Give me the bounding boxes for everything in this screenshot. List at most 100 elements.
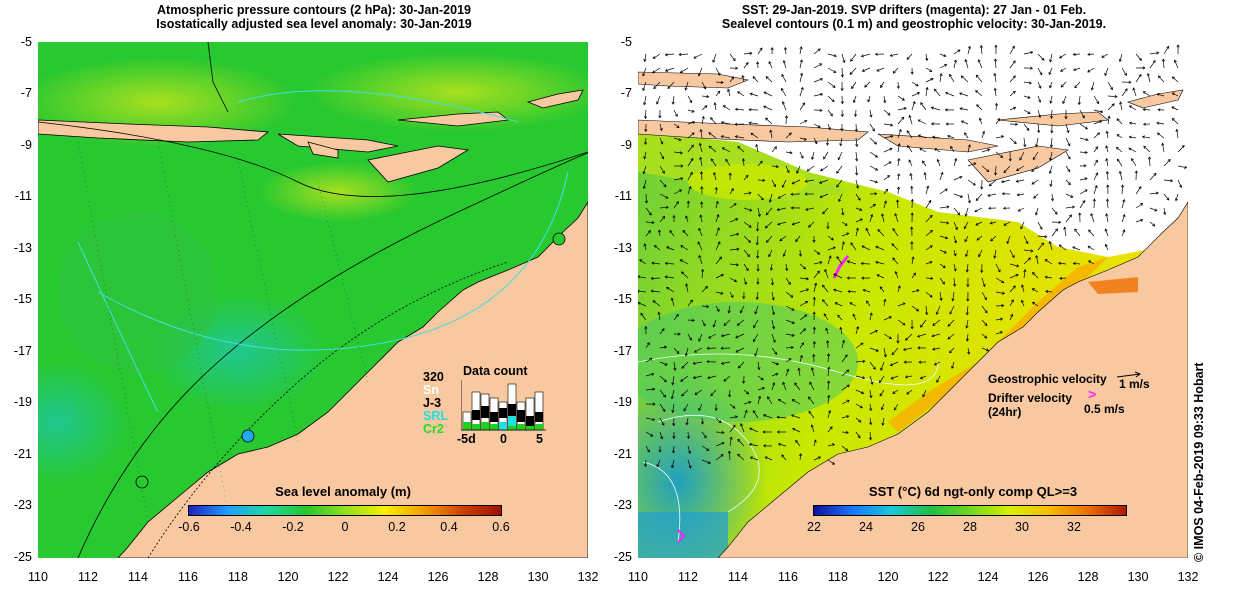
- data-count-max: 320: [423, 370, 444, 384]
- velocity-arrow: [1135, 203, 1143, 209]
- right-ytick-1: -7: [620, 86, 632, 100]
- velocity-arrow: [869, 165, 878, 171]
- velocity-arrowhead: [667, 85, 671, 89]
- velocity-arrow: [855, 375, 865, 379]
- velocity-arrowhead: [1132, 87, 1136, 91]
- velocity-arrowhead: [657, 311, 661, 315]
- velocity-arrow: [855, 218, 863, 223]
- velocity-arrow: [645, 193, 647, 204]
- velocity-arrowhead: [1033, 195, 1037, 199]
- right-cbar-tick-3: 28: [963, 520, 977, 534]
- velocity-arrow: [953, 59, 957, 69]
- velocity-arrowhead: [1099, 120, 1103, 124]
- velocity-arrow: [729, 416, 738, 419]
- velocity-arrow: [883, 347, 887, 357]
- velocity-arrowhead: [913, 272, 916, 276]
- velocity-arrowhead: [893, 407, 897, 411]
- velocity-arrow: [785, 291, 794, 298]
- left-ytick-7: -19: [13, 395, 32, 409]
- velocity-arrow: [981, 305, 988, 313]
- velocity-arrowhead: [1114, 95, 1118, 99]
- velocity-arrowhead: [748, 442, 752, 447]
- velocity-arrow: [659, 151, 664, 159]
- velocity-arrow: [795, 440, 801, 447]
- velocity-arrowhead: [1059, 55, 1063, 59]
- left-ytick-6: -17: [13, 344, 32, 358]
- velocity-arrow: [1065, 193, 1074, 198]
- velocity-arrow: [1121, 67, 1127, 76]
- velocity-arrow: [1073, 262, 1081, 265]
- velocity-arrowhead: [855, 185, 860, 189]
- velocity-arrowhead: [779, 238, 783, 242]
- velocity-arrowhead: [737, 91, 741, 95]
- velocity-arrowhead: [840, 88, 844, 92]
- velocity-arrow: [918, 119, 927, 125]
- velocity-arrow: [939, 263, 946, 268]
- velocity-arrowhead: [889, 147, 893, 151]
- velocity-arrowhead: [734, 122, 738, 126]
- velocity-arrowhead: [730, 188, 734, 192]
- velocity-arrowhead: [1015, 179, 1019, 183]
- velocity-arrow: [995, 263, 1001, 273]
- velocity-arrowhead: [883, 100, 887, 104]
- velocity-arrowhead: [706, 304, 710, 309]
- velocity-arrowhead: [1063, 226, 1067, 230]
- velocity-arrowhead: [781, 184, 785, 188]
- velocity-arrowhead: [1152, 223, 1156, 227]
- velocity-arrow: [701, 95, 709, 98]
- velocity-arrowhead: [915, 83, 919, 87]
- velocity-arrowhead: [895, 199, 900, 203]
- velocity-arrow: [673, 347, 680, 354]
- velocity-arrow: [659, 346, 667, 349]
- velocity-arrowhead: [869, 312, 873, 316]
- velocity-arrowhead: [845, 448, 849, 452]
- velocity-arrowhead: [1030, 50, 1034, 55]
- velocity-arrowhead: [740, 423, 744, 427]
- velocity-arrow: [651, 290, 661, 293]
- velocity-arrow: [967, 179, 976, 186]
- velocity-arrow: [1060, 81, 1067, 88]
- velocity-arrow: [698, 333, 703, 342]
- velocity-arrowhead: [749, 51, 753, 55]
- velocity-arrow: [808, 411, 815, 419]
- velocity-arrow: [1149, 221, 1156, 227]
- velocity-arrow: [735, 347, 745, 353]
- velocity-arrow: [729, 248, 739, 251]
- velocity-arrow: [953, 221, 958, 230]
- velocity-arrow: [910, 173, 913, 181]
- velocity-arrowhead: [763, 105, 767, 109]
- velocity-arrow: [701, 319, 706, 326]
- velocity-arrow: [651, 277, 661, 279]
- velocity-arrowhead: [759, 160, 763, 164]
- velocity-arrow: [981, 319, 988, 326]
- velocity-arrowhead: [644, 129, 648, 133]
- velocity-arrowhead: [1050, 198, 1055, 202]
- velocity-arrowhead: [808, 410, 812, 414]
- velocity-arrowhead: [781, 101, 785, 105]
- velocity-arrowhead: [994, 102, 999, 106]
- velocity-arrow: [925, 185, 929, 195]
- velocity-arrowhead: [658, 449, 662, 453]
- velocity-arrowhead: [727, 450, 732, 454]
- velocity-arrow: [975, 221, 983, 226]
- velocity-arrowhead: [841, 212, 845, 216]
- velocity-arrowhead: [708, 132, 712, 136]
- velocity-arrow: [715, 81, 724, 83]
- velocity-arrow: [925, 277, 933, 279]
- velocity-arrowhead: [814, 282, 818, 286]
- velocity-arrowhead: [984, 297, 987, 301]
- velocity-arrowhead: [812, 340, 816, 344]
- velocity-arrowhead: [652, 70, 656, 74]
- velocity-arrowhead: [861, 391, 865, 395]
- velocity-arrowhead: [876, 68, 880, 72]
- velocity-arrowhead: [692, 120, 696, 124]
- velocity-arrowhead: [844, 222, 848, 226]
- velocity-arrowhead: [817, 456, 822, 460]
- velocity-arrowhead: [731, 76, 735, 80]
- velocity-arrowhead: [919, 376, 923, 380]
- velocity-arrow: [729, 437, 732, 447]
- velocity-arrowhead: [1027, 111, 1031, 114]
- velocity-arrow: [1088, 260, 1095, 265]
- velocity-arrowhead: [684, 87, 688, 91]
- velocity-arrowhead: [1050, 130, 1054, 134]
